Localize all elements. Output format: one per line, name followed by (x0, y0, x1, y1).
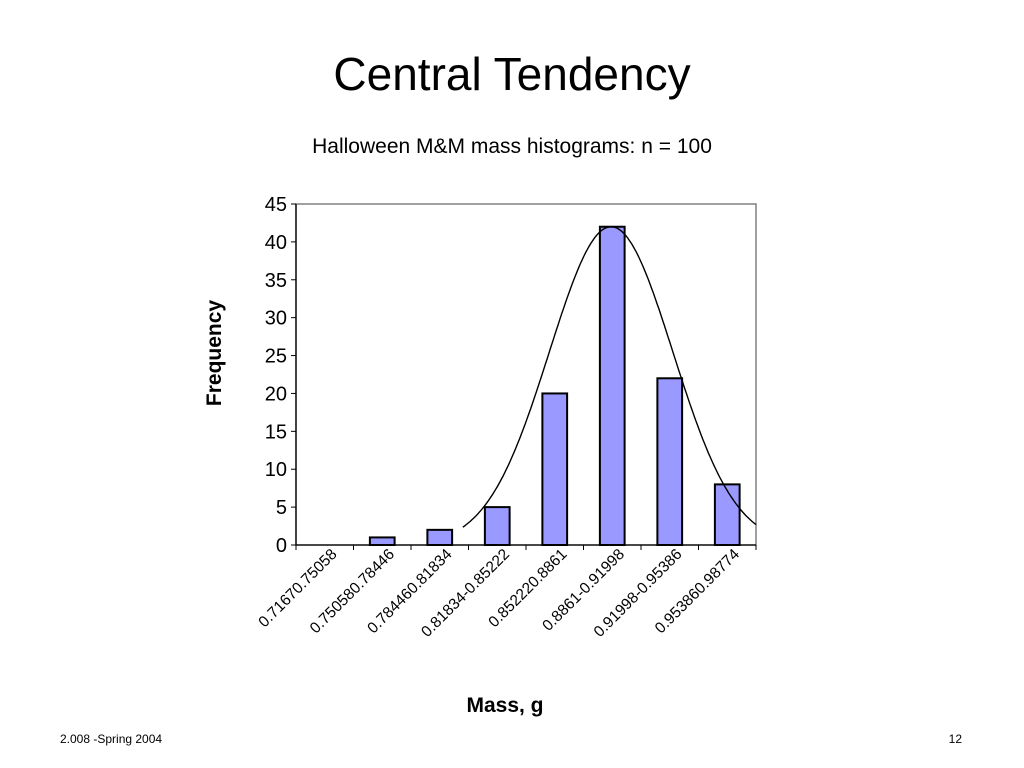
normal-fit-curve (462, 225, 757, 528)
y-tick-label: 15 (265, 421, 287, 443)
slide-title: Central Tendency (333, 48, 691, 100)
histogram-bar (426, 528, 454, 546)
footer-course: 2.008 -Spring 2004 (60, 732, 163, 746)
histogram-bar (368, 536, 396, 547)
y-tick-label: 25 (265, 346, 287, 368)
x-axis-title: Mass, g (466, 694, 543, 717)
histogram-bar (541, 392, 569, 547)
histogram-bar (656, 377, 684, 546)
histogram-bar (483, 506, 511, 547)
y-tick-label: 10 (265, 459, 287, 481)
y-tick-label: 35 (265, 270, 287, 292)
plot-area (295, 203, 757, 546)
y-tick-label: 30 (265, 308, 287, 330)
histogram-bar (713, 483, 741, 546)
histogram-bar (598, 225, 626, 546)
chart-title: Halloween M&M mass histograms: n = 100 (312, 135, 712, 158)
footer-page-number: 12 (948, 732, 962, 746)
y-tick-label: 40 (265, 232, 287, 254)
y-tick-label: 20 (265, 383, 287, 405)
y-tick-label: 5 (276, 497, 287, 519)
y-axis-title: Frequency (203, 300, 226, 407)
y-tick-label: 0 (276, 535, 287, 557)
y-tick-label: 45 (265, 194, 287, 216)
